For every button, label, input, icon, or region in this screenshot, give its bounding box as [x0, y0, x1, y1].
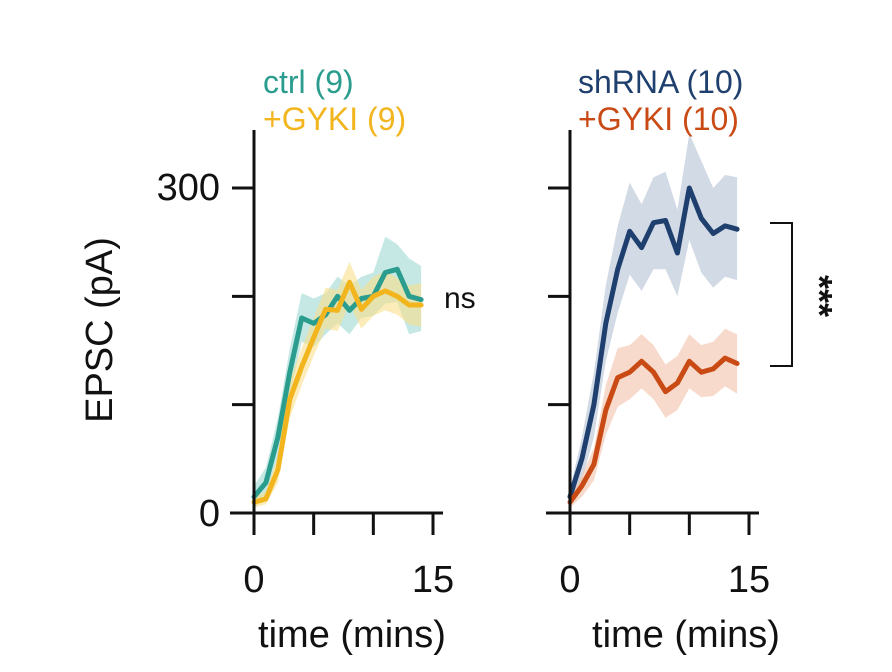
legend-shrna: shRNA (10) [578, 64, 743, 100]
legend-gyki-left: +GYKI (9) [263, 101, 406, 137]
series-line-left-1 [251, 279, 424, 505]
x-axis-label-left: time (mins) [258, 614, 446, 656]
y-axis-label: EPSC (pA) [79, 237, 121, 423]
y-tick-label-0: 0 [199, 493, 220, 535]
legend-gyki-right: +GYKI (10) [578, 101, 739, 137]
x-tick-label-left-0: 0 [243, 559, 264, 601]
significance-stars: *** [799, 275, 840, 317]
series-line-right-1 [567, 355, 740, 505]
series-line-left-0 [251, 266, 424, 500]
x-tick-label-right-15: 15 [728, 559, 770, 601]
legend-ctrl: ctrl (9) [263, 64, 354, 100]
ns-annotation: ns [444, 282, 476, 315]
panel-left [230, 130, 443, 535]
series-line-right-0 [567, 185, 740, 500]
y-tick-label-300: 300 [157, 167, 220, 209]
error-band-right-0 [570, 133, 738, 505]
error-band-right-1 [570, 328, 738, 508]
panel-right [546, 130, 759, 535]
x-tick-label-right-0: 0 [559, 559, 580, 601]
x-tick-label-left-15: 15 [412, 559, 454, 601]
significance-bracket [770, 222, 793, 367]
x-axis-label-right: time (mins) [592, 614, 780, 656]
